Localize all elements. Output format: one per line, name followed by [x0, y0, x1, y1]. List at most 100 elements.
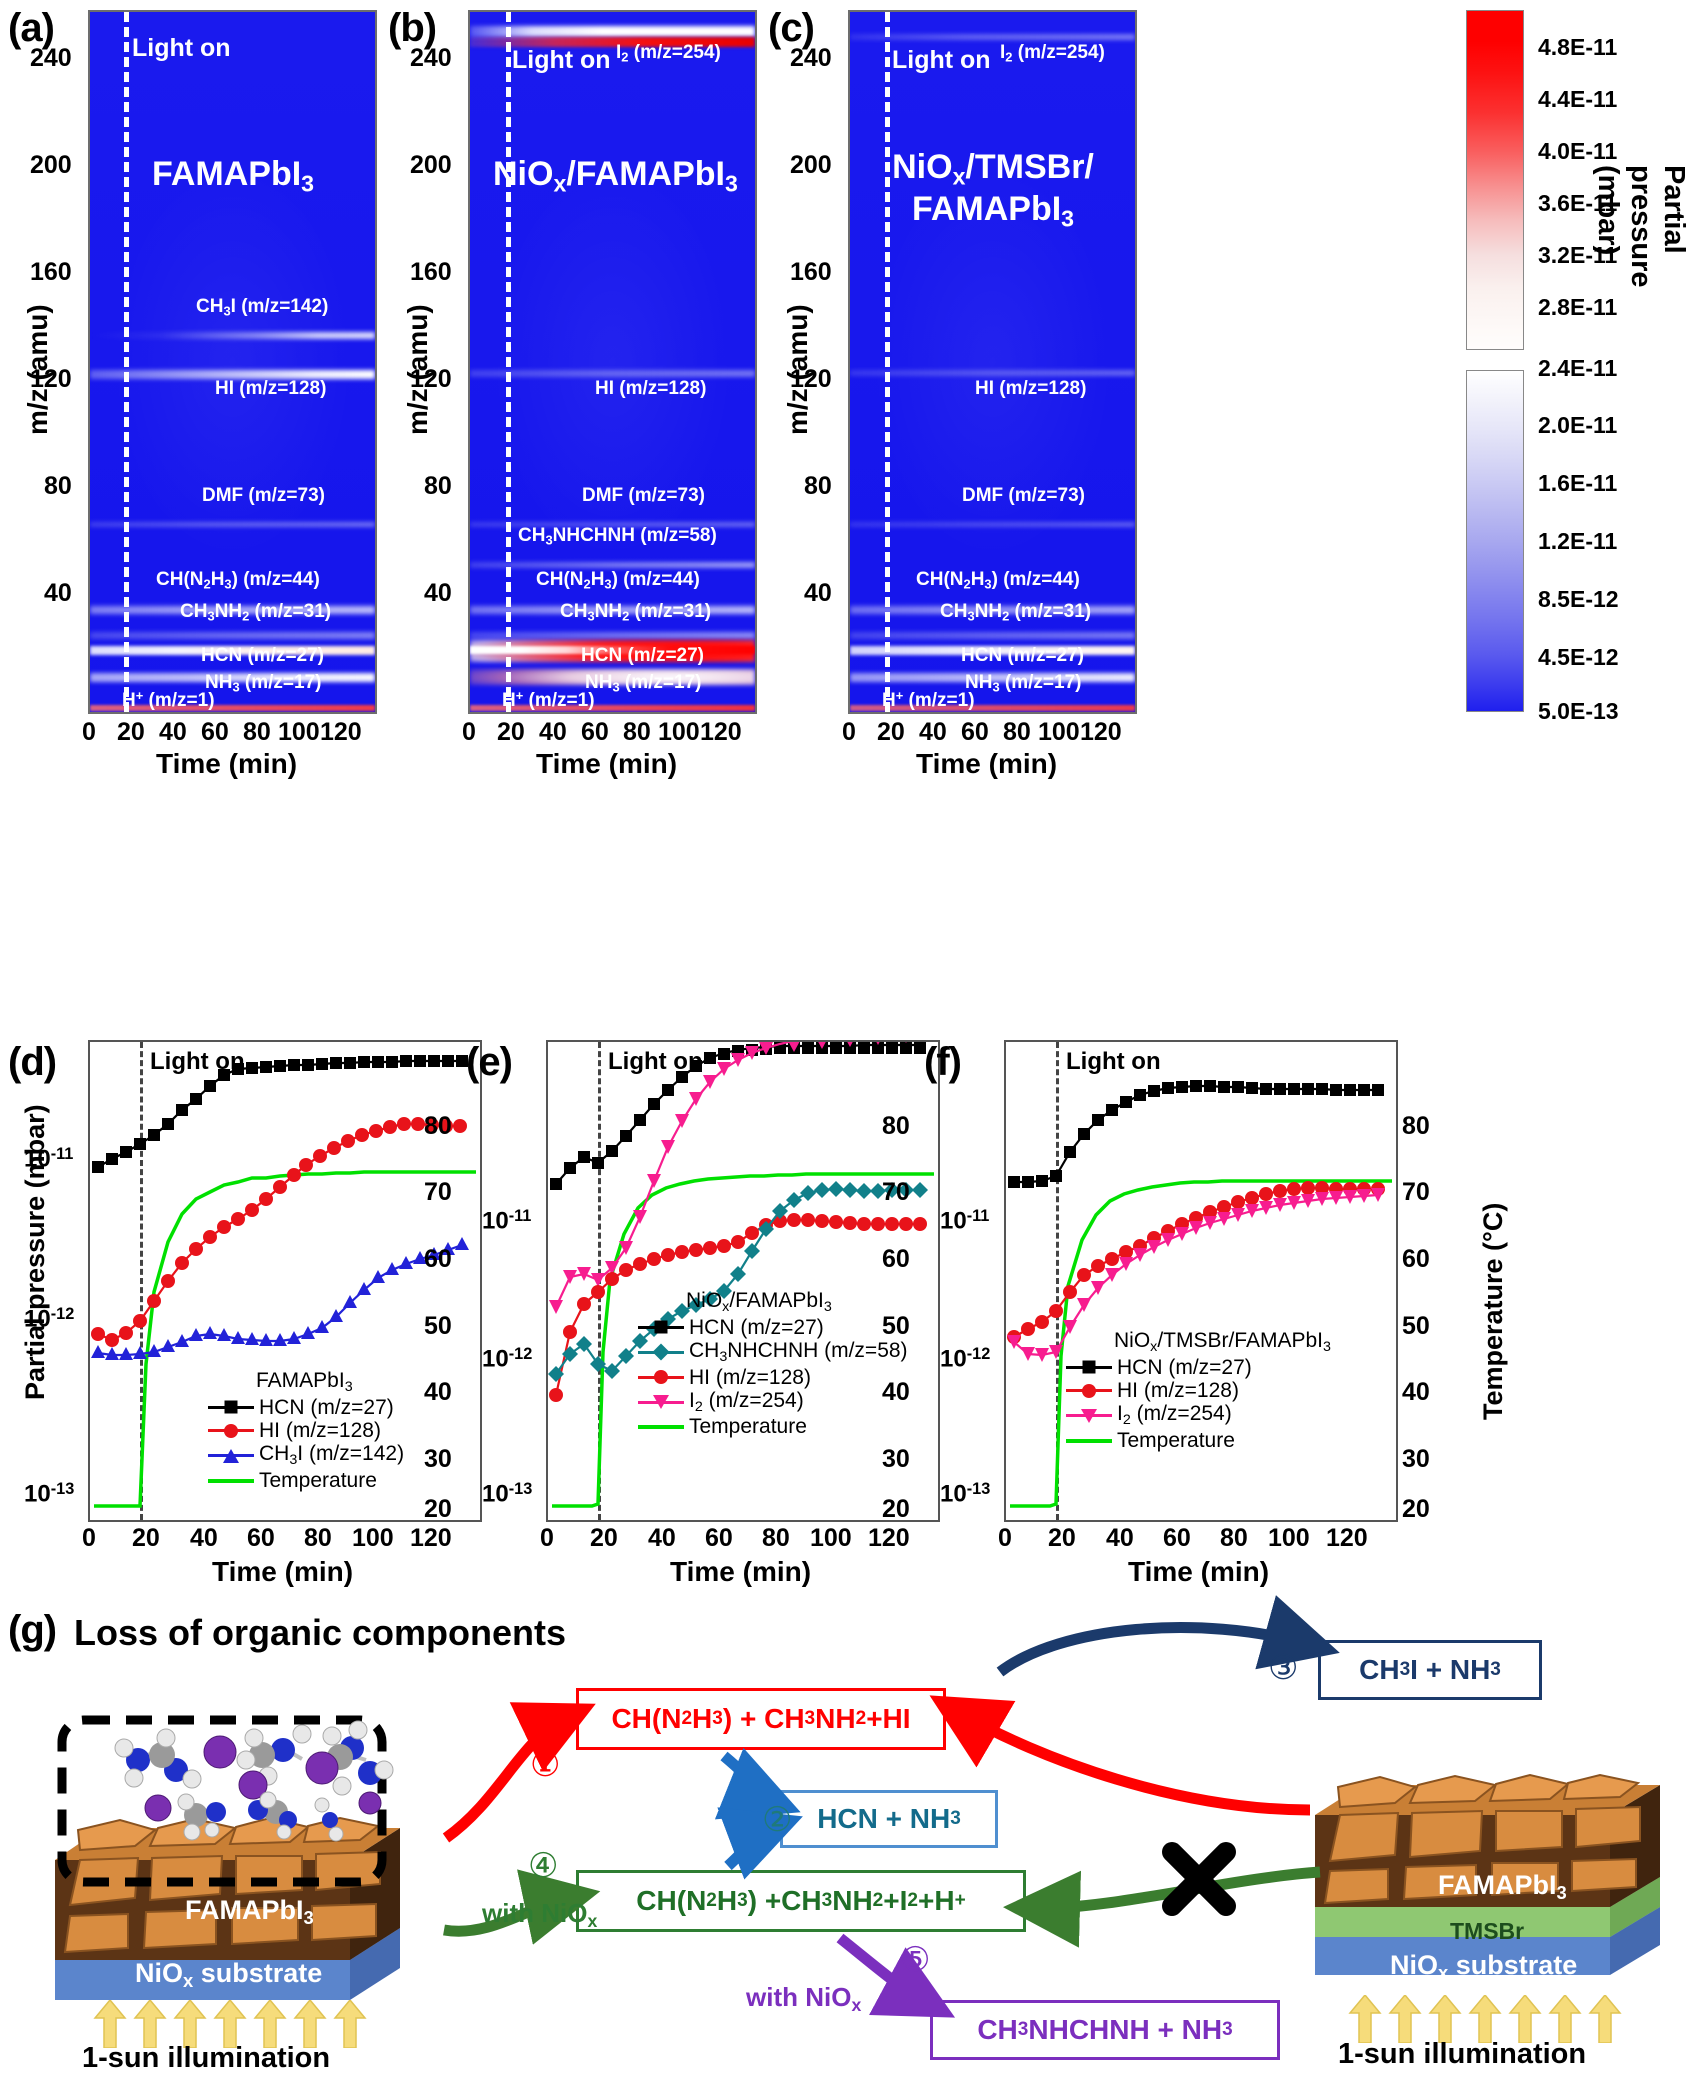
- xtick-e-60: 60: [705, 1524, 733, 1552]
- band-c-27: [850, 646, 1135, 655]
- legend-d-row-3: Temperature: [208, 1469, 404, 1491]
- heatmap-b-title: NiOx/FAMAPbI3: [493, 155, 738, 197]
- legend-f-label-0: HCN (m/z=27): [1117, 1355, 1252, 1379]
- heatmap-b-surface: [470, 12, 755, 712]
- right-illumination-arrows: [1348, 1995, 1622, 2043]
- ytickR-e-20: 20: [882, 1495, 910, 1523]
- ytickR-f-70: 70: [1402, 1178, 1430, 1206]
- ytick-c-240: 240: [790, 44, 832, 72]
- legend-d-label-1: HI (m/z=128): [259, 1418, 381, 1442]
- ytickR-d-30: 30: [424, 1445, 452, 1473]
- species-label-c-128: HI (m/z=128): [975, 378, 1087, 399]
- legend-e-row-0: HCN (m/z=27): [638, 1315, 908, 1339]
- panel-letter-e: (e): [466, 1040, 513, 1084]
- series-e-hcn-markers: [550, 1042, 926, 1190]
- step-number-5: ⑤: [900, 1941, 931, 1979]
- heatmap-a-title: FAMAPbI3: [151, 155, 315, 197]
- xtick-c-80: 80: [1003, 718, 1031, 746]
- ytickR-d-50: 50: [424, 1312, 452, 1340]
- xtick-f-20: 20: [1048, 1524, 1076, 1552]
- colorbar-upper: [1466, 10, 1524, 350]
- xtick-c-20: 20: [877, 718, 905, 746]
- right-stack-illustration: [1315, 1773, 1660, 1975]
- ytickR-e-60: 60: [882, 1245, 910, 1273]
- legend-e-label-3: I2 (m/z=254): [689, 1388, 804, 1415]
- band-c-254: [850, 34, 1135, 40]
- heatmap-c: [848, 10, 1137, 714]
- legend-e-label-2: HI (m/z=128): [689, 1365, 811, 1389]
- xtick-f-100: 100: [1268, 1524, 1310, 1552]
- legend-d-title: FAMAPbI3: [256, 1369, 353, 1395]
- xtick-b-40: 40: [539, 718, 567, 746]
- xtick-d-40: 40: [190, 1524, 218, 1552]
- colorbar-tick-10: 8.5E-12: [1538, 586, 1619, 612]
- ytick-d-1e12: 10-12: [24, 1305, 75, 1333]
- ytick-e-1e13: 10-13: [482, 1480, 533, 1508]
- species-label-c-27: HCN (m/z=27): [961, 645, 1084, 666]
- legend-e-label-0: HCN (m/z=27): [689, 1315, 824, 1339]
- panel-letter-d: (d): [8, 1040, 57, 1084]
- band-b-254b: [470, 37, 755, 47]
- species-label-a-31: CH3NH2 (m/z=31): [180, 601, 332, 624]
- band-c-31: [850, 632, 1135, 639]
- lineplot-d: [88, 1040, 482, 1522]
- ytick-a-240: 240: [30, 44, 72, 72]
- ytick-f-1e11: 10-11: [940, 1207, 990, 1235]
- band-c-44: [850, 606, 1135, 614]
- series-e-temperature: [552, 1172, 934, 1508]
- species-label-b-44: CH(N2H3) (m/z=44): [536, 569, 700, 592]
- colorbar-tick-12: 5.0E-13: [1538, 698, 1619, 724]
- ytickR-e-30: 30: [882, 1445, 910, 1473]
- colorbar-tick-5: 2.8E-11: [1538, 294, 1618, 320]
- species-label-c-1: H+ (m/z=1): [882, 688, 975, 711]
- light-on-line-a: [124, 12, 129, 712]
- series-e-ch3nhchnh-markers: [548, 1181, 928, 1382]
- ytickR-f-80: 80: [1402, 1112, 1430, 1140]
- ytick-c-80: 80: [804, 472, 832, 500]
- ytick-d-1e11: 10-11: [24, 1145, 74, 1173]
- arrow-step-5: [836, 1933, 956, 2018]
- arrow-step-2a: [714, 1747, 801, 1820]
- light-on-label-c: Light on: [892, 46, 991, 74]
- ytickR-d-40: 40: [424, 1378, 452, 1406]
- species-label-a-44: CH(N2H3) (m/z=44): [156, 569, 320, 592]
- colorbar-tick-7: 2.0E-11: [1538, 412, 1618, 438]
- series-d-hi-markers: [91, 1117, 467, 1347]
- light-on-label-f: Light on: [1066, 1048, 1161, 1075]
- ytick-a-80: 80: [44, 472, 72, 500]
- light-on-label-d: Light on: [150, 1048, 245, 1075]
- species-label-a-27: HCN (m/z=27): [201, 645, 324, 666]
- legend-e-title: NiOx/FAMAPbI3: [686, 1289, 832, 1315]
- light-on-line-f: [1056, 1042, 1059, 1520]
- colorbar-tick-6: 2.4E-11: [1538, 355, 1618, 381]
- legend-d-row-0: HCN (m/z=27): [208, 1396, 404, 1418]
- band-b-58: [470, 562, 755, 568]
- highlight-dashed-box: [57, 1715, 387, 1887]
- band-b-27core: [470, 646, 755, 654]
- legend-e-swatch-0: [638, 1320, 684, 1334]
- ytickR-f-20: 20: [1402, 1495, 1430, 1523]
- colorbar-tick-3: 3.6E-11: [1538, 190, 1618, 216]
- colorbar-tick-2: 4.0E-11: [1538, 138, 1618, 164]
- species-label-b-31: CH3NH2 (m/z=31): [560, 601, 712, 624]
- ytick-c-40: 40: [804, 579, 832, 607]
- left-film-label: FAMAPbI3: [185, 1895, 314, 1929]
- right-illumination-label: 1-sun illumination: [1338, 2038, 1587, 2070]
- xtick-d-80: 80: [304, 1524, 332, 1552]
- legend-f-swatch-3: [1066, 1438, 1112, 1443]
- ytick-e-1e12: 10-12: [482, 1345, 533, 1373]
- heatmap-a: [88, 10, 377, 714]
- legend-d-label-2: CH3I (m/z=142): [259, 1442, 405, 1469]
- ytick-e-1e11: 10-11: [482, 1207, 532, 1235]
- xtick-d-0: 0: [82, 1524, 96, 1552]
- ytickR-e-70: 70: [882, 1178, 910, 1206]
- band-c-17: [850, 673, 1135, 682]
- ytickR-d-20: 20: [424, 1495, 452, 1523]
- ytick-c-160: 160: [790, 258, 832, 286]
- ytickR-f-60: 60: [1402, 1245, 1430, 1273]
- left-illumination-label: 1-sun illumination: [82, 2042, 331, 2074]
- xtick-d-100: 100: [352, 1524, 394, 1552]
- legend-e-row-3: I2 (m/z=254): [638, 1390, 908, 1415]
- species-label-b-254: I2 (m/z=254): [616, 42, 721, 65]
